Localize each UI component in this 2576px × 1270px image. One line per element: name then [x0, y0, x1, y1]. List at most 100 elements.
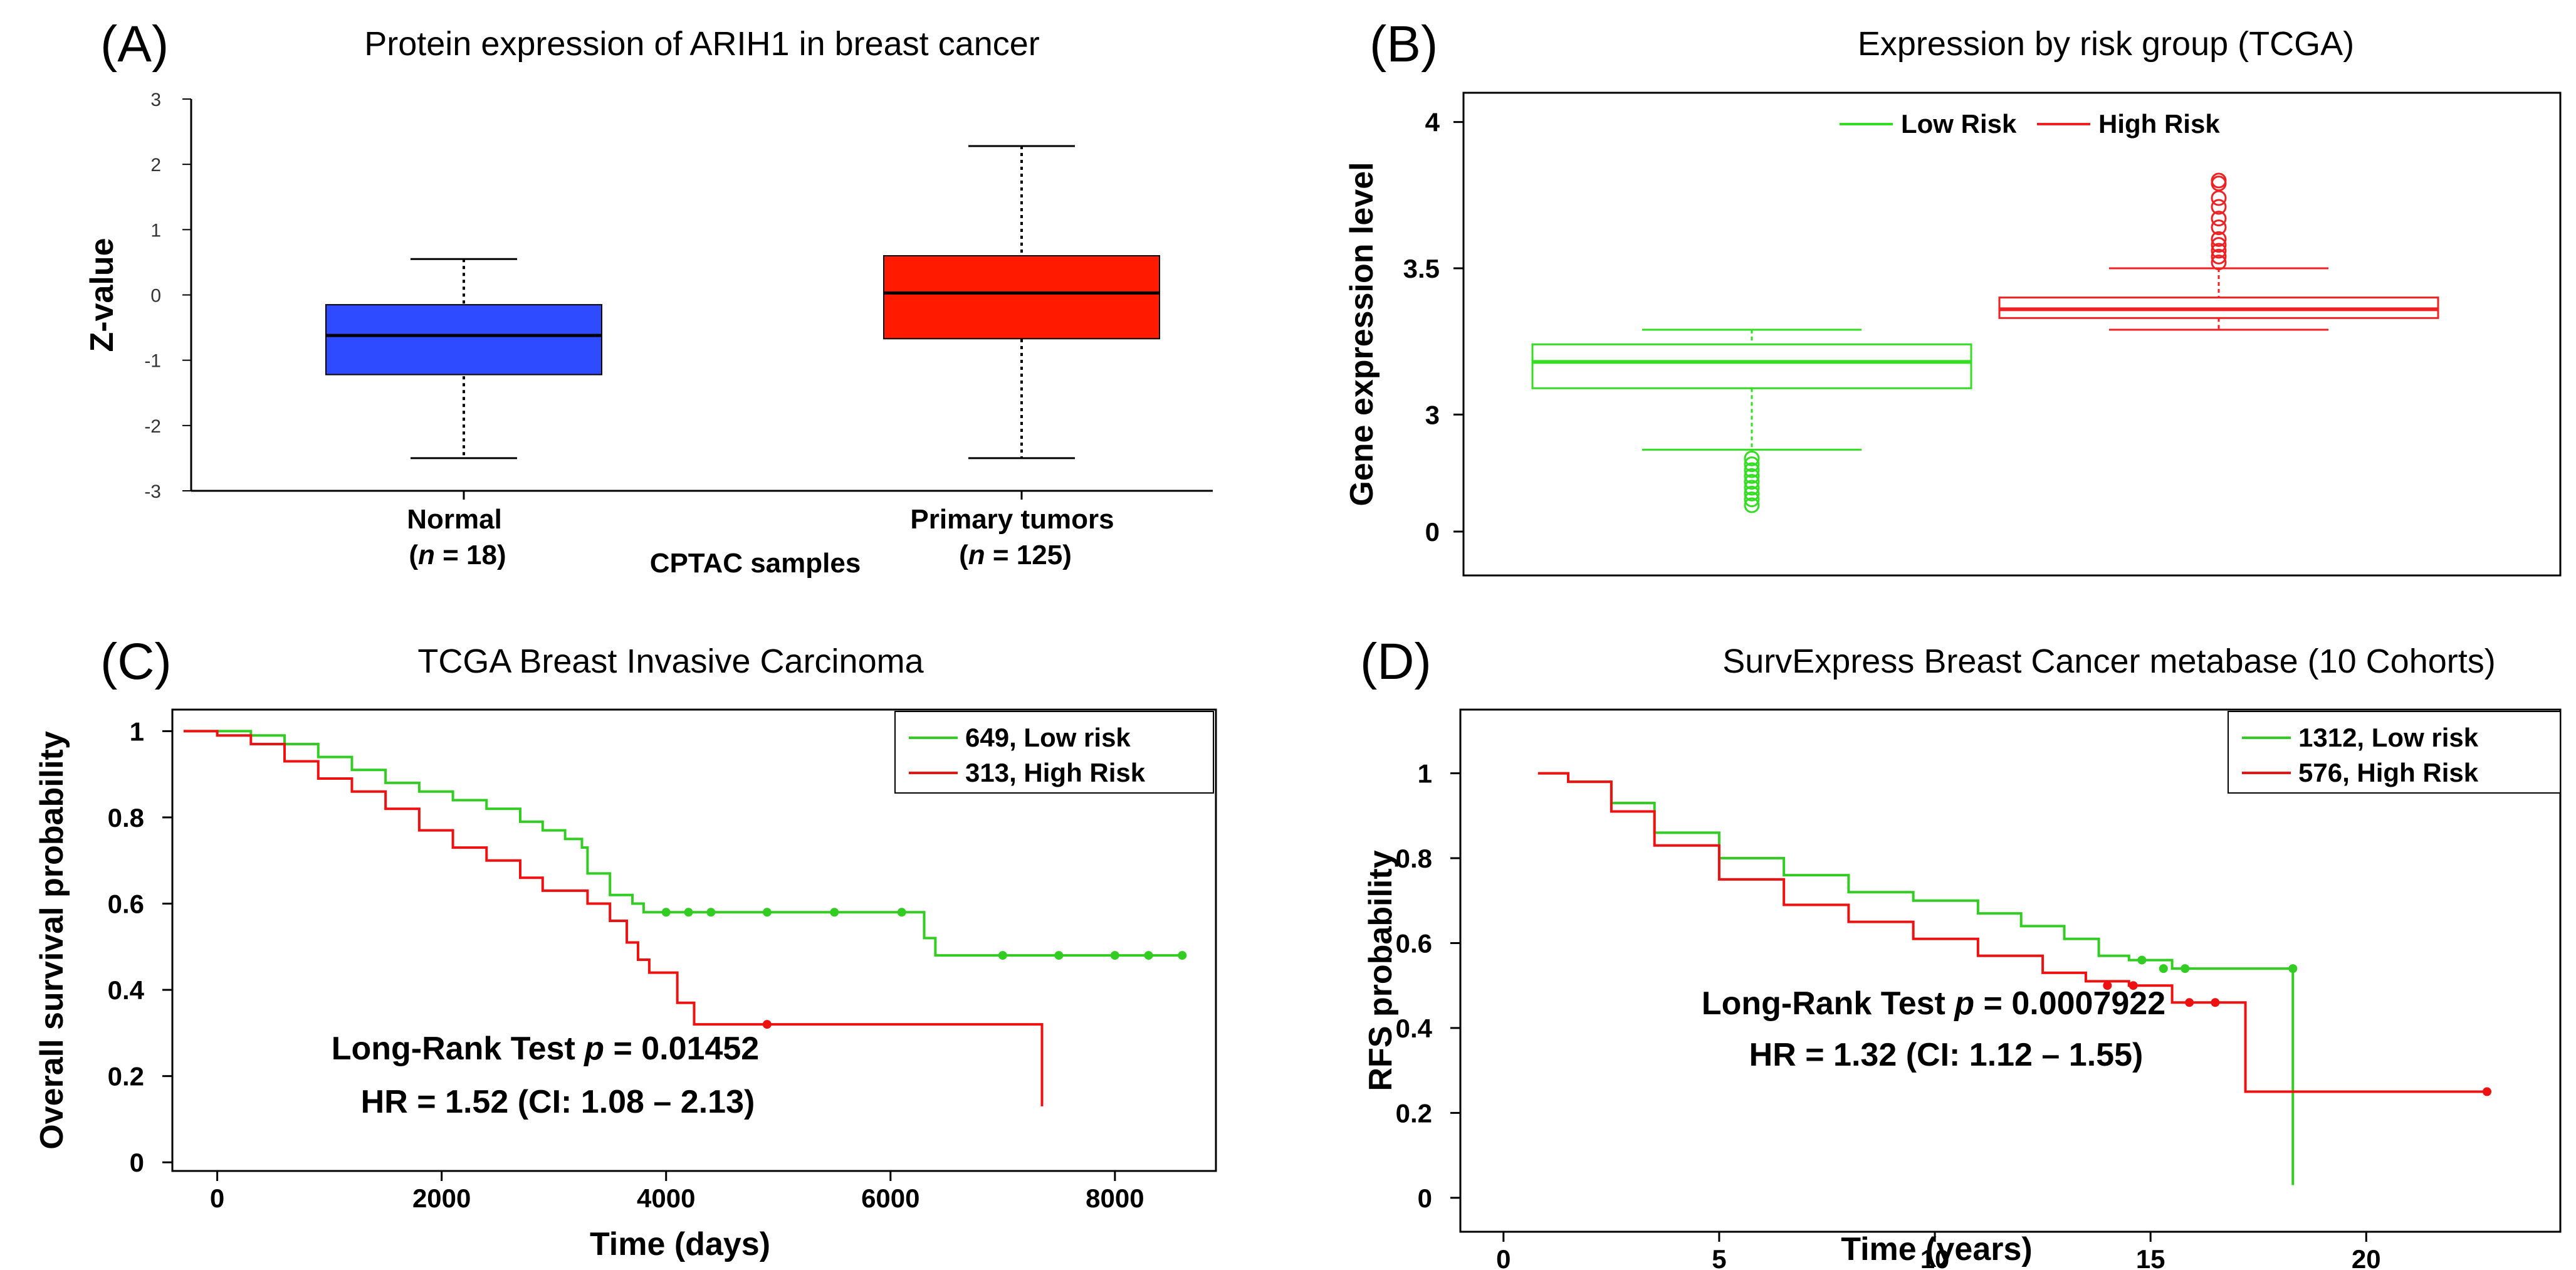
panel-c-xtick-label: 2000	[412, 1183, 471, 1213]
panel-b-label: (B)	[1369, 16, 1438, 73]
panel-b-outlier	[2211, 211, 2227, 227]
panel-b-outlier	[1744, 480, 1760, 496]
panel-a-category-n: (n = 125)	[959, 540, 1072, 570]
panel-b-title: Expression by risk group (TCGA)	[1858, 25, 2354, 63]
panel-c-ytick-label: 0.6	[108, 890, 144, 919]
panel-a-xlabel: CPTAC samples	[650, 548, 861, 579]
panel-c-series-0-censor-point	[830, 908, 839, 917]
panel-c-series-0-censor-point	[1144, 951, 1153, 960]
panel-d-series-1-censor-point	[2211, 998, 2220, 1007]
panel-d-legend-label: 576, High Risk	[2298, 758, 2479, 787]
panel-c-ytick-label: 0.8	[108, 803, 144, 832]
panel-c-series-0-censor-point	[897, 908, 906, 917]
panel-b-outlier	[2211, 243, 2227, 259]
panel-b-outlier	[2211, 231, 2227, 247]
panel-d-series-0-censor-point	[2159, 964, 2168, 973]
panel-d-title: SurvExpress Breast Cancer metabase (10 C…	[1722, 643, 2496, 680]
panel-d-series-0-censor-point	[2137, 955, 2147, 965]
panel-d-series-1-censor-point	[2103, 981, 2112, 990]
panel-c-annotation-hr: HR = 1.52 (CI: 1.08 – 2.13)	[361, 1084, 755, 1120]
panel-a-label: (A)	[100, 16, 169, 73]
panel-a-ytick-label: -1	[144, 351, 161, 372]
panel-b-outlier	[2211, 190, 2227, 206]
panel-d-ytick-label: 0	[1418, 1183, 1432, 1213]
panel-c-frame	[171, 708, 1217, 1172]
panel-b-ytick-label: 3	[1425, 400, 1440, 429]
panel-d-legend-box	[2228, 711, 2561, 794]
panel-d-ylabel: RFS probability	[1363, 850, 1399, 1091]
panel-d-ytick-label: 0.8	[1396, 844, 1432, 873]
panel-c-label: (C)	[100, 633, 172, 690]
panel-b-outlier	[2211, 219, 2227, 236]
panel-b-outlier	[1744, 497, 1760, 513]
panel-b-outlier	[2211, 199, 2227, 215]
panel-b-outlier	[1744, 450, 1760, 466]
panel-a-title: Protein expression of ARIH1 in breast ca…	[364, 25, 1040, 63]
panel-c-series-0-censor-point	[661, 908, 671, 917]
panel-d-xtick-label: 20	[2352, 1244, 2381, 1270]
panel-c-series-1-line	[183, 730, 1044, 1106]
panel-d-ytick-label: 0.4	[1396, 1014, 1433, 1043]
panel-a-category-n: (n = 18)	[409, 540, 506, 570]
panel-d-annotation-hr: HR = 1.32 (CI: 1.12 – 1.55)	[1749, 1037, 2144, 1073]
panel-c-series-0-censor-point	[1110, 951, 1119, 960]
panel-a-ytick-label: 2	[150, 155, 161, 176]
panel-d-ytick-label: 0.2	[1396, 1098, 1432, 1128]
panel-d-series-0-censor-point	[2288, 964, 2298, 973]
panel-c-ytick-label: 1	[130, 716, 144, 746]
panel-d-annotation-test: Long-Rank Test p = 0.0007922	[1702, 985, 2165, 1022]
panel-d-ytick-label: 1	[1418, 759, 1432, 789]
panel-c-title: TCGA Breast Invasive Carcinoma	[417, 643, 924, 680]
panel-d-xlabel: Time (years)	[1841, 1231, 2032, 1267]
panel-a-ytick-label: 3	[150, 90, 161, 110]
panel-b-outlier	[1744, 462, 1760, 478]
panel-b-legend-label: High Risk	[2098, 109, 2220, 139]
panel-b-outlier	[1744, 485, 1760, 501]
panel-c-series-0-censor-point	[1054, 951, 1064, 960]
panel-c-xtick-label: 8000	[1086, 1183, 1144, 1213]
panel-d-xtick-label: 15	[2136, 1244, 2165, 1270]
panel-d-series-1-censor-point	[2185, 998, 2194, 1007]
panel-b-box	[1531, 343, 1972, 389]
panel-b-outlier	[1744, 468, 1760, 484]
panel-b-outlier	[2211, 237, 2227, 253]
panel-c-series-0-censor-point	[1178, 951, 1187, 960]
panel-a-ytick-label: 1	[150, 220, 161, 241]
panel-b-ytick-label: 3.5	[1403, 254, 1440, 283]
panel-d-series-0-line	[1537, 772, 2295, 1185]
panel-d-label: (D)	[1360, 633, 1432, 690]
panel-b-outlier	[1744, 491, 1760, 508]
panel-a-box	[883, 255, 1160, 340]
panel-d-xtick-label: 5	[1712, 1244, 1726, 1270]
panel-c-legend-label: 649, Low risk	[965, 723, 1131, 752]
panel-d-xtick-label: 10	[1920, 1244, 1950, 1270]
panel-c-annotation-test: Long-Rank Test p = 0.01452	[332, 1031, 759, 1067]
panel-a-box	[325, 304, 602, 375]
panel-d-xtick-label: 0	[1496, 1244, 1511, 1270]
panel-a-ylabel: Z-value	[84, 238, 120, 352]
panel-a-ytick-label: 0	[150, 286, 161, 307]
panel-d-frame	[1459, 708, 2562, 1233]
panel-b-ylabel: Gene expression level	[1344, 162, 1380, 506]
panel-c-legend-box	[894, 711, 1214, 794]
panel-c-series-0-censor-point	[706, 908, 716, 917]
panel-c-ytick-label: 0.4	[108, 975, 145, 1005]
panel-c-ylabel: Overall survival probability	[34, 731, 70, 1150]
panel-a-ytick-label: -2	[144, 416, 161, 437]
panel-c-series-0-censor-point	[684, 908, 693, 917]
panel-b-legend-label: Low Risk	[1901, 109, 2017, 139]
panel-b-outlier	[1744, 456, 1760, 473]
panel-a-category-label: Normal	[407, 504, 502, 535]
panel-c-xtick-label: 0	[210, 1183, 224, 1213]
panel-c-legend-label: 313, High Risk	[965, 758, 1146, 787]
panel-c-ytick-label: 0	[130, 1148, 144, 1177]
panel-c-xtick-label: 6000	[861, 1183, 919, 1213]
panel-b-outlier	[2211, 255, 2227, 271]
panel-a-ytick-label: -3	[144, 481, 161, 502]
panel-c-xlabel: Time (days)	[590, 1226, 770, 1262]
panel-d-series-1-censor-point	[2483, 1087, 2491, 1096]
panel-b-outlier	[1744, 474, 1760, 490]
panel-d-legend-label: 1312, Low risk	[2298, 723, 2479, 752]
panel-b-frame	[1462, 92, 2562, 577]
